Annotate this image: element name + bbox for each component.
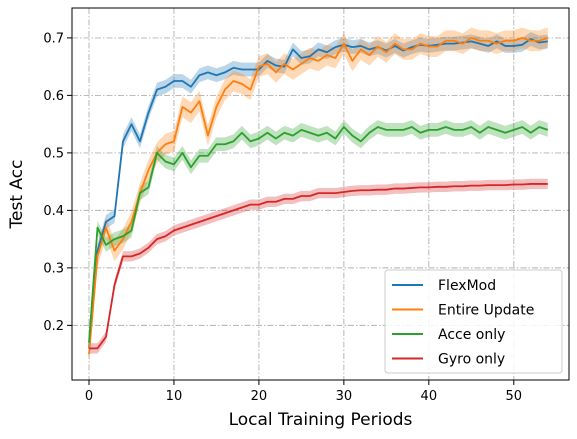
legend-entries: FlexMod Entire Update Acce only Gyro only — [392, 278, 534, 368]
legend: FlexMod Entire Update Acce only Gyro only — [384, 269, 563, 374]
y-tick-label: 0.4 — [43, 204, 64, 219]
y-tick-label: 0.5 — [43, 146, 64, 161]
legend-label: FlexMod — [438, 278, 496, 294]
line-flexmod — [88, 38, 548, 349]
line-gyro-only — [88, 183, 548, 350]
y-tick-label: 0.2 — [43, 319, 64, 334]
y-tick-label: 0.7 — [43, 31, 64, 46]
x-tick-label: 0 — [85, 389, 93, 404]
y-tick-label: 0.3 — [43, 261, 64, 276]
confidence-bands — [88, 27, 548, 365]
x-tick-label: 20 — [251, 389, 268, 404]
legend-label: Gyro only — [438, 352, 505, 368]
legend-label: Entire Update — [438, 303, 534, 319]
x-tick-label: 10 — [166, 389, 183, 404]
line-acce-only — [88, 126, 549, 343]
x-tick-label: 30 — [336, 389, 353, 404]
y-tick-label: 0.6 — [43, 89, 64, 104]
legend-entry: Gyro only — [392, 352, 505, 368]
legend-entry: FlexMod — [392, 278, 496, 294]
legend-entry: Entire Update — [392, 303, 534, 319]
x-tick-label: 50 — [506, 389, 523, 404]
band-entire-update — [88, 27, 548, 365]
ticks: 0 10 20 30 40 50 0.2 0.3 0.4 0.5 0.6 0.7 — [43, 31, 522, 404]
line-entire-update — [88, 37, 549, 355]
x-tick-label: 40 — [421, 389, 438, 404]
y-axis-title: Test Acc — [7, 160, 27, 230]
x-axis-title: Local Training Periods — [229, 410, 413, 430]
legend-entry: Acce only — [392, 327, 505, 343]
legend-box — [384, 269, 563, 374]
plot-frame — [71, 7, 570, 381]
band-gyro-only — [88, 178, 548, 354]
legend-label: Acce only — [438, 327, 505, 343]
series-lines — [88, 37, 549, 355]
